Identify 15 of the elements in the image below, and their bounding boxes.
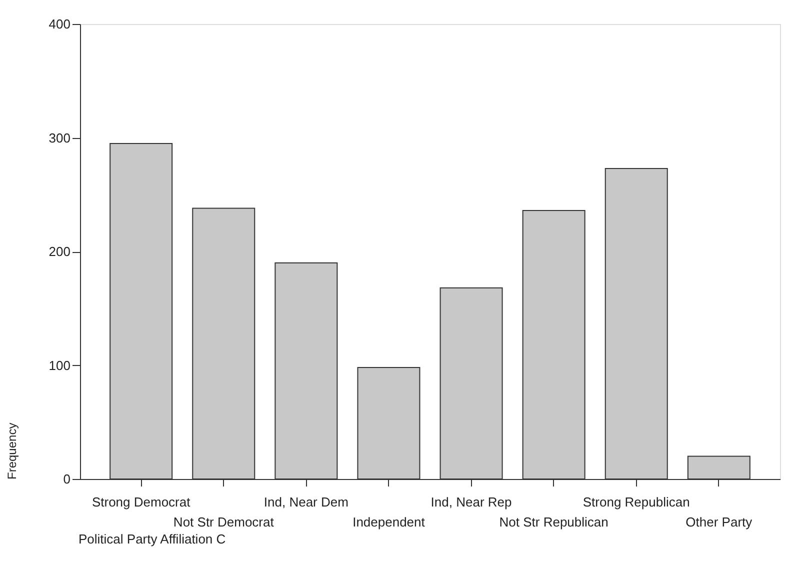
x-tick-label: Ind, Near Dem (264, 494, 348, 510)
x-tick-label: Not Str Republican (499, 514, 608, 530)
x-tick-label: Not Str Democrat (173, 514, 274, 530)
y-tick-label: 0 (63, 472, 70, 486)
y-tick-label: 300 (48, 130, 70, 146)
y-axis-title: Frequency (4, 422, 19, 480)
x-tick-label: Ind, Near Rep (430, 494, 512, 510)
x-axis-title: Political Party Affiliation C (78, 532, 226, 546)
x-tick-label: Independent (352, 514, 426, 530)
y-tick-label: 100 (48, 358, 70, 373)
y-tick-label: 400 (48, 16, 70, 32)
x-tick-label: Strong Republican (582, 494, 690, 510)
y-tick-label: 200 (48, 244, 70, 259)
x-tick-label: Other Party (686, 514, 753, 530)
x-tick-label: Strong Democrat (92, 494, 191, 510)
